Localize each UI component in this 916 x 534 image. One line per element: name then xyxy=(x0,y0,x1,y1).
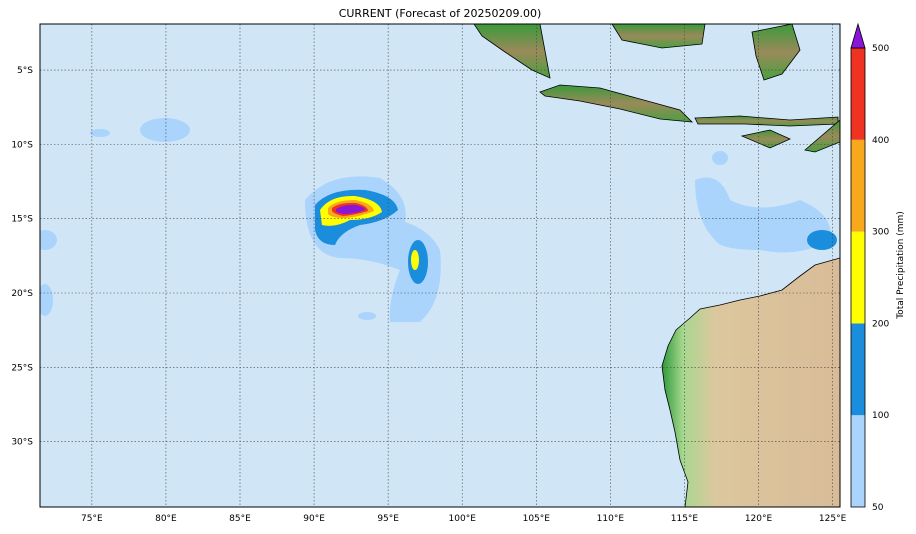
colorbar: 50 100 200 300 400 500 xyxy=(850,22,889,513)
lon-tick-label: 120°E xyxy=(745,514,773,524)
colorbar-tick-label: 50 xyxy=(872,503,884,513)
lon-tick-label: 85°E xyxy=(229,514,251,524)
colorbar-tick-label: 100 xyxy=(872,411,889,421)
precip-500-plus xyxy=(336,204,365,214)
sumatra xyxy=(473,24,551,79)
borneo xyxy=(611,24,706,49)
colorbar-segment xyxy=(851,139,865,232)
lat-tick-label: 25°S xyxy=(11,363,33,373)
new-guinea-edge xyxy=(804,119,840,153)
lon-tick-label: 125°E xyxy=(819,514,847,524)
precip-100-200 xyxy=(807,230,837,250)
precip-50-100 xyxy=(358,312,376,320)
timor xyxy=(740,129,791,149)
map-frame xyxy=(39,23,841,508)
colorbar-extend-arrow xyxy=(850,22,866,49)
colorbar-tick-label: 500 xyxy=(872,44,889,54)
lon-tick-label: 100°E xyxy=(449,514,477,524)
axis-labels: 75°E 80°E 85°E 90°E 95°E 100°E 105°E 110°E 115°E… xyxy=(11,66,846,524)
precip-50-100 xyxy=(712,151,728,165)
precip-50-100 xyxy=(40,284,53,316)
lat-tick-label: 10°S xyxy=(11,140,33,150)
colorbar-tick-label: 300 xyxy=(872,228,889,238)
lat-tick-label: 5°S xyxy=(17,66,33,76)
colorbar-segment xyxy=(851,231,865,324)
colorbar-label: Total Precipitation (mm) xyxy=(896,211,906,320)
colorbar-segment xyxy=(851,48,865,140)
lat-tick-label: 15°S xyxy=(11,215,33,225)
map-title: CURRENT (Forecast of 20250209.00) xyxy=(338,7,542,20)
colorbar-tick-label: 400 xyxy=(872,136,889,146)
precip-50-100 xyxy=(140,118,190,142)
precip-50-100 xyxy=(695,177,831,253)
precipitation-contours xyxy=(40,118,837,322)
lon-tick-label: 75°E xyxy=(81,514,103,524)
colorbar-segment xyxy=(851,323,865,416)
graticule xyxy=(40,24,840,507)
precip-50-100 xyxy=(40,230,57,250)
colorbar-segment xyxy=(851,415,865,507)
precip-200-300 xyxy=(411,250,419,270)
colorbar-frame xyxy=(850,47,866,508)
land xyxy=(473,24,840,507)
lon-tick-label: 115°E xyxy=(671,514,699,524)
lon-tick-label: 80°E xyxy=(155,514,177,524)
lon-tick-label: 105°E xyxy=(523,514,551,524)
australia xyxy=(661,257,840,507)
lon-tick-label: 110°E xyxy=(597,514,625,524)
sulawesi xyxy=(751,24,801,81)
colorbar-tick-label: 200 xyxy=(872,319,889,329)
java xyxy=(539,84,694,123)
lon-tick-label: 90°E xyxy=(303,514,325,524)
precip-50-100 xyxy=(90,129,110,137)
lat-tick-label: 30°S xyxy=(11,438,33,448)
lon-tick-label: 95°E xyxy=(377,514,399,524)
lat-tick-label: 20°S xyxy=(11,289,33,299)
